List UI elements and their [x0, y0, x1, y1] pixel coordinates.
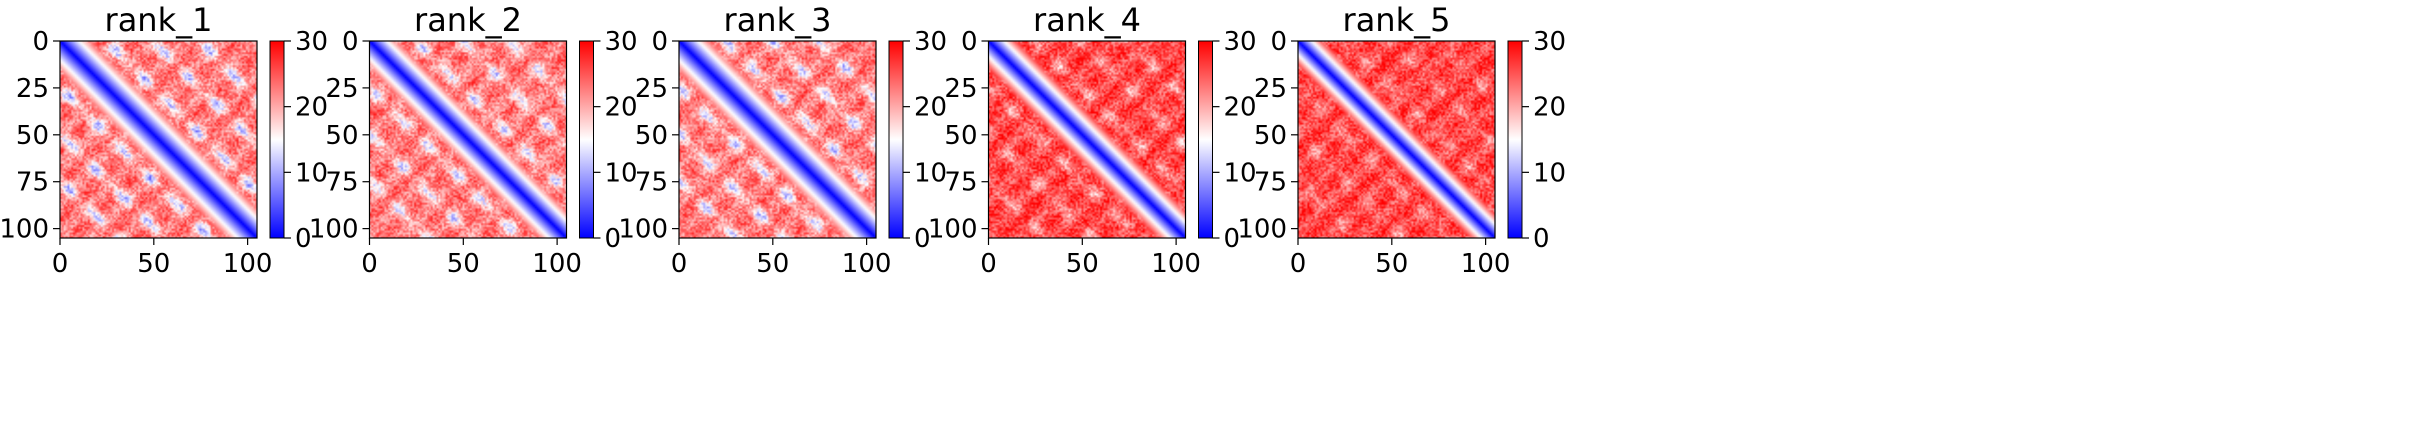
- y-tick-label: 25: [16, 74, 49, 104]
- colorbar-tick-label: 10: [1533, 158, 1566, 188]
- x-tick-label: 0: [361, 249, 378, 279]
- colorbar-tick-label: 30: [1533, 27, 1566, 57]
- colorbar-tick-label: 10: [1224, 158, 1257, 188]
- x-tick-label: 100: [1461, 249, 1511, 279]
- y-tick-label: 50: [325, 121, 358, 151]
- colorbar-tick-label: 0: [295, 224, 312, 254]
- chart-title: rank_2: [414, 1, 522, 39]
- colorbar: [579, 40, 594, 239]
- colorbar-tick-label: 20: [1224, 93, 1257, 123]
- heatmap-image: [1298, 41, 1495, 238]
- y-tick-label: 100: [0, 215, 49, 245]
- colorbar-tick-label: 30: [914, 27, 947, 57]
- colorbar-tick-label: 30: [1224, 27, 1257, 57]
- y-tick-label: 100: [309, 215, 359, 245]
- axes-frame: [368, 40, 568, 239]
- colorbar-tick-label: 20: [295, 93, 328, 123]
- y-tick-label: 75: [16, 168, 49, 198]
- y-tick-label: 75: [1254, 168, 1287, 198]
- colorbar-tick-label: 0: [1533, 224, 1550, 254]
- y-tick-label: 100: [1237, 215, 1287, 245]
- x-tick-label: 100: [223, 249, 273, 279]
- colorbar-tick-label: 30: [295, 27, 328, 57]
- colorbar-tick-label: 10: [605, 158, 638, 188]
- y-tick-label: 50: [635, 121, 668, 151]
- y-tick-label: 25: [325, 74, 358, 104]
- y-tick-label: 75: [944, 168, 977, 198]
- colorbar-tick-label: 20: [605, 93, 638, 123]
- y-tick-label: 50: [1254, 121, 1287, 151]
- x-tick-label: 0: [980, 249, 997, 279]
- x-tick-label: 0: [52, 249, 69, 279]
- y-tick-label: 50: [944, 121, 977, 151]
- colorbar: [269, 40, 285, 239]
- chart-title: rank_5: [1343, 1, 1451, 39]
- y-tick-label: 0: [342, 27, 359, 57]
- x-tick-label: 50: [137, 249, 170, 279]
- colorbar-tick-label: 0: [1224, 224, 1241, 254]
- colorbar-tick-label: 30: [605, 27, 638, 57]
- colorbar-tick-label: 10: [914, 158, 947, 188]
- y-tick-label: 75: [325, 168, 358, 198]
- chart-title: rank_1: [105, 1, 213, 39]
- y-tick-label: 100: [928, 215, 978, 245]
- y-tick-label: 0: [1270, 27, 1287, 57]
- heatmap-image: [60, 41, 257, 238]
- x-tick-label: 50: [1066, 249, 1099, 279]
- y-tick-label: 0: [32, 27, 49, 57]
- y-tick-label: 25: [1254, 74, 1287, 104]
- axes-frame: [678, 40, 877, 239]
- heatmap-image: [369, 41, 567, 238]
- x-tick-label: 50: [1375, 249, 1408, 279]
- x-tick-label: 50: [447, 249, 480, 279]
- y-tick-label: 25: [635, 74, 668, 104]
- colorbar: [1507, 40, 1523, 239]
- y-tick-label: 0: [651, 27, 668, 57]
- x-tick-label: 50: [756, 249, 789, 279]
- heatmap-image: [988, 41, 1186, 238]
- chart-title: rank_3: [724, 1, 832, 39]
- colorbar-tick-label: 20: [914, 93, 947, 123]
- heatmap-image: [679, 41, 876, 238]
- y-tick-label: 50: [16, 121, 49, 151]
- x-tick-label: 100: [532, 249, 582, 279]
- colorbar: [888, 40, 904, 239]
- chart-title: rank_4: [1033, 1, 1141, 39]
- x-tick-label: 100: [842, 249, 892, 279]
- y-tick-label: 100: [618, 215, 668, 245]
- axes-frame: [59, 40, 258, 239]
- axes-frame: [987, 40, 1187, 239]
- axes-frame: [1297, 40, 1496, 239]
- y-tick-label: 0: [961, 27, 978, 57]
- x-tick-label: 0: [1290, 249, 1307, 279]
- x-tick-label: 100: [1151, 249, 1201, 279]
- x-tick-label: 0: [671, 249, 688, 279]
- colorbar-tick-label: 20: [1533, 93, 1566, 123]
- y-tick-label: 25: [944, 74, 977, 104]
- colorbar: [1198, 40, 1213, 239]
- y-tick-label: 75: [635, 168, 668, 198]
- colorbar-tick-label: 10: [295, 158, 328, 188]
- colorbar-tick-label: 0: [605, 224, 622, 254]
- colorbar-tick-label: 0: [914, 224, 931, 254]
